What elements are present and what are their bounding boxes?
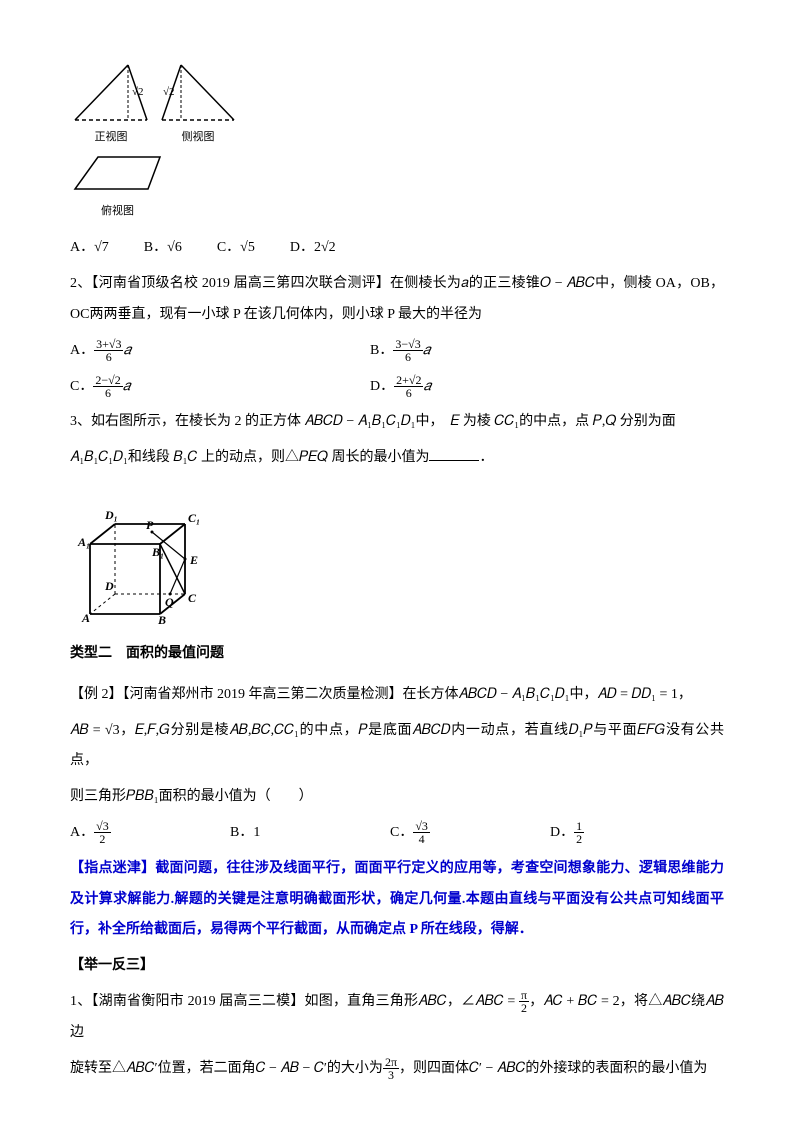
q2-opt-b: B．3−√36𝑎 — [370, 336, 430, 367]
ex2-opt-c: C．√34 — [390, 818, 550, 849]
q2c-den: 6 — [93, 387, 122, 399]
q2d-pre: D． — [370, 379, 394, 394]
front-view: √2 正视图 — [70, 60, 152, 149]
q2-text: 2、【河南省顶级名校 2019 届高三第四次联合测评】在侧棱长为𝑎的正三棱锥𝑂 … — [70, 269, 724, 331]
side-view-label: 侧视图 — [157, 125, 239, 149]
ex2d-pre: D． — [550, 825, 574, 840]
q1-opt-c: C．√5 — [217, 233, 255, 264]
qlast-line1: 1、【湖南省衡阳市 2019 届高三二模】如图，直角三角形𝐴𝐵𝐶，∠𝐴𝐵𝐶 = … — [70, 987, 724, 1049]
ex2-line1: 【例 2】【河南省郑州市 2019 年高三第二次质量检测】在长方体𝐴𝐵𝐶𝐷 − … — [70, 680, 724, 711]
q3-line2: 𝐴₁𝐵₁𝐶₁𝐷₁和线段 𝐵₁𝐶 上的动点，则△𝑃𝐸𝑄 周长的最小值为 ． — [70, 443, 724, 474]
svg-text:P: P — [146, 518, 154, 532]
q2-opt-c: C．2−√26𝑎 — [70, 372, 370, 403]
q3-line2-suf: ． — [479, 450, 493, 465]
q2a-den: 6 — [94, 351, 123, 363]
svg-text:B₁: B₁ — [151, 545, 164, 559]
sqrt2-label-2: √2 — [163, 86, 175, 98]
juyi-title: 【举一反三】 — [70, 951, 724, 982]
side-view-svg: √2 — [157, 60, 239, 125]
top-view-label: 俯视图 — [70, 199, 165, 223]
ex2-line3: 则三角形𝑃𝐵𝐵₁面积的最小值为（ ） — [70, 782, 724, 813]
ex2-opt-d: D．12 — [550, 818, 710, 849]
q2d-suf: 𝑎 — [423, 379, 431, 394]
q1-opt-b: B．√6 — [144, 233, 182, 264]
top-view: 俯视图 — [70, 149, 165, 223]
front-view-label: 正视图 — [70, 125, 152, 149]
ex2-opt-b: B．1 — [230, 818, 390, 849]
qlast-l2-pre: 旋转至△𝐴𝐵𝐶′位置，若二面角𝐶 − 𝐴𝐵 − 𝐶′的大小为 — [70, 1061, 383, 1076]
q2b-den: 6 — [393, 351, 422, 363]
ex2a-den: 2 — [94, 833, 111, 845]
qlast-f1-den: 2 — [519, 1002, 529, 1014]
front-view-svg: √2 — [70, 60, 152, 125]
q2d-num: 2+√2 — [394, 374, 423, 387]
q2b-suf: 𝑎 — [423, 343, 431, 358]
q2c-num: 2−√2 — [93, 374, 122, 387]
q2c-pre: C． — [70, 379, 93, 394]
qlast-f2-num: 2π — [383, 1056, 399, 1069]
qlast-f2-den: 3 — [383, 1069, 399, 1081]
q1-options: A．√7 B．√6 C．√5 D．2√2 — [70, 233, 724, 264]
ex2-options: A．√32 B．1 C．√34 D．12 — [70, 818, 724, 849]
q3-line1: 3、如右图所示，在棱长为 2 的正方体 𝐴𝐵𝐶𝐷 − 𝐴₁𝐵₁𝐶₁𝐷₁中， 𝐸 … — [70, 407, 724, 438]
section2-title: 类型二 面积的最值问题 — [70, 639, 724, 670]
hint-text: 【指点迷津】截面问题，往往涉及线面平行，面面平行定义的应用等，考查空间想象能力、… — [70, 854, 724, 946]
q1-opt-d: D．2√2 — [290, 233, 336, 264]
q3-line2-pre: 𝐴₁𝐵₁𝐶₁𝐷₁和线段 𝐵₁𝐶 上的动点，则△𝑃𝐸𝑄 周长的最小值为 — [70, 450, 429, 465]
ex2c-pre: C． — [390, 825, 413, 840]
sqrt2-label-1: √2 — [132, 86, 144, 98]
svg-text:C: C — [188, 591, 197, 605]
q2-options-row1: A．3+√36𝑎 B．3−√36𝑎 — [70, 336, 724, 367]
svg-text:B: B — [157, 613, 166, 624]
top-view-svg — [70, 149, 165, 199]
qlast-line2: 旋转至△𝐴𝐵𝐶′位置，若二面角𝐶 − 𝐴𝐵 − 𝐶′的大小为2π3，则四面体𝐶′… — [70, 1054, 724, 1085]
cube-figure: A B C D A₁ B₁ C₁ D₁ E P Q — [70, 484, 724, 624]
qlast-l2-suf: ，则四面体𝐶′ − 𝐴𝐵𝐶的外接球的表面积的最小值为 — [399, 1061, 707, 1076]
svg-text:A₁: A₁ — [77, 535, 90, 549]
q1-opt-a: A．√7 — [70, 233, 109, 264]
side-view: √2 侧视图 — [157, 60, 239, 149]
ex2a-pre: A． — [70, 825, 94, 840]
views-top-row: √2 正视图 √2 侧视图 — [70, 60, 724, 149]
blank-fill — [429, 447, 479, 461]
q2d-den: 6 — [394, 387, 423, 399]
svg-text:D: D — [104, 579, 114, 593]
svg-text:D₁: D₁ — [104, 508, 118, 522]
q2b-pre: B． — [370, 343, 393, 358]
q2a-pre: A． — [70, 343, 94, 358]
cube-svg: A B C D A₁ B₁ C₁ D₁ E P Q — [70, 484, 220, 624]
q2c-suf: 𝑎 — [123, 379, 131, 394]
svg-text:C₁: C₁ — [188, 511, 200, 525]
q2-opt-a: A．3+√36𝑎 — [70, 336, 370, 367]
q2-options-row2: C．2−√26𝑎 D．2+√26𝑎 — [70, 372, 724, 403]
svg-text:A: A — [81, 611, 90, 624]
three-view-figure: √2 正视图 √2 侧视图 俯视图 — [70, 60, 724, 223]
ex2-line2: 𝐴𝐵 = √3，𝐸,𝐹,𝐺分别是棱𝐴𝐵,𝐵𝐶,𝐶𝐶₁的中点，𝑃是底面𝐴𝐵𝐶𝐷内一… — [70, 716, 724, 778]
qlast-l1-pre: 1、【湖南省衡阳市 2019 届高三二模】如图，直角三角形𝐴𝐵𝐶，∠𝐴𝐵𝐶 = — [70, 994, 519, 1009]
ex2c-den: 4 — [413, 833, 430, 845]
q2-opt-d: D．2+√26𝑎 — [370, 372, 431, 403]
svg-text:E: E — [189, 553, 198, 567]
q2a-suf: 𝑎 — [123, 343, 131, 358]
ex2-opt-a: A．√32 — [70, 818, 230, 849]
svg-text:Q: Q — [165, 595, 174, 609]
ex2d-den: 2 — [574, 833, 584, 845]
